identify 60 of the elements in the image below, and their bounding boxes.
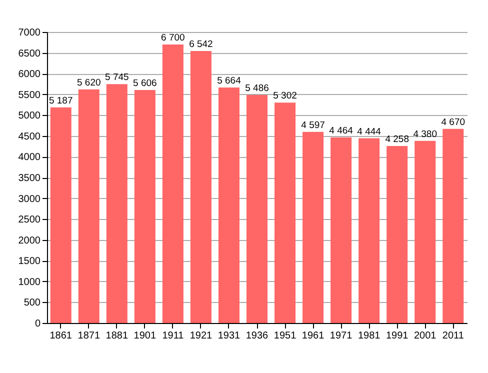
x-tick-label: 1931	[218, 330, 241, 342]
bar	[106, 84, 128, 323]
bar	[442, 128, 464, 323]
x-tick-label: 2001	[414, 330, 437, 342]
y-tick-label: 7000	[18, 28, 41, 38]
data-label: 4 464	[329, 125, 353, 136]
data-label: 4 597	[301, 120, 325, 131]
bar	[190, 51, 212, 323]
bar	[358, 138, 380, 323]
bar	[246, 94, 268, 323]
y-tick-label: 2000	[18, 235, 41, 246]
y-tick-label: 4500	[18, 131, 41, 142]
bar	[274, 102, 296, 323]
x-tick-label: 1911	[162, 330, 184, 342]
y-tick-label: 0	[34, 318, 41, 330]
y-tick-label: 3500	[18, 173, 41, 184]
y-tick-label: 5000	[18, 110, 41, 122]
y-tick-label: 1000	[18, 276, 41, 288]
y-tick-label: 3000	[18, 194, 41, 205]
x-tick-label: 1936	[246, 330, 269, 342]
data-label: 5 187	[48, 95, 73, 106]
data-label: 6 542	[189, 39, 213, 50]
x-tick-label: 1861	[50, 330, 72, 342]
x-tick-label: 1871	[78, 330, 100, 342]
x-tick-label: 1881	[106, 330, 128, 342]
bar	[386, 146, 408, 323]
y-tick-label: 6500	[18, 48, 41, 60]
x-tick-label: 1921	[190, 330, 213, 342]
data-label: 5 664	[217, 76, 241, 87]
data-label: 5 606	[133, 78, 157, 89]
data-label: 4 670	[441, 116, 466, 128]
data-label: 4 444	[357, 126, 381, 138]
data-label: 5 745	[105, 72, 129, 84]
data-label: 5 486	[245, 82, 269, 94]
data-label: 4 380	[413, 128, 438, 140]
y-tick-label: 500	[24, 298, 41, 309]
x-tick-label: 1971	[330, 330, 353, 342]
bar	[302, 132, 324, 323]
bar	[162, 44, 184, 323]
y-tick-label: 4000	[18, 152, 41, 164]
x-tick-label: 1991	[386, 330, 409, 342]
y-tick-label: 5500	[18, 90, 41, 101]
data-label: 6 700	[161, 32, 185, 44]
bar	[78, 89, 100, 323]
bar	[50, 107, 72, 323]
x-tick-label: 1961	[302, 330, 325, 342]
y-tick-label: 1500	[18, 256, 41, 268]
bar	[330, 137, 352, 323]
bar	[414, 140, 436, 323]
x-tick-label: 1901	[134, 330, 156, 342]
x-tick-label: 1981	[358, 330, 381, 342]
x-tick-label: 2011	[442, 330, 464, 342]
data-label: 5 620	[76, 77, 101, 88]
y-tick-label: 2500	[18, 214, 41, 226]
data-label: 5 302	[273, 90, 297, 102]
y-tick-label: 6000	[18, 69, 41, 80]
bar	[218, 88, 240, 323]
x-tick-label: 1951	[274, 330, 297, 342]
data-label: 4 258	[385, 134, 409, 145]
bar	[134, 90, 156, 323]
